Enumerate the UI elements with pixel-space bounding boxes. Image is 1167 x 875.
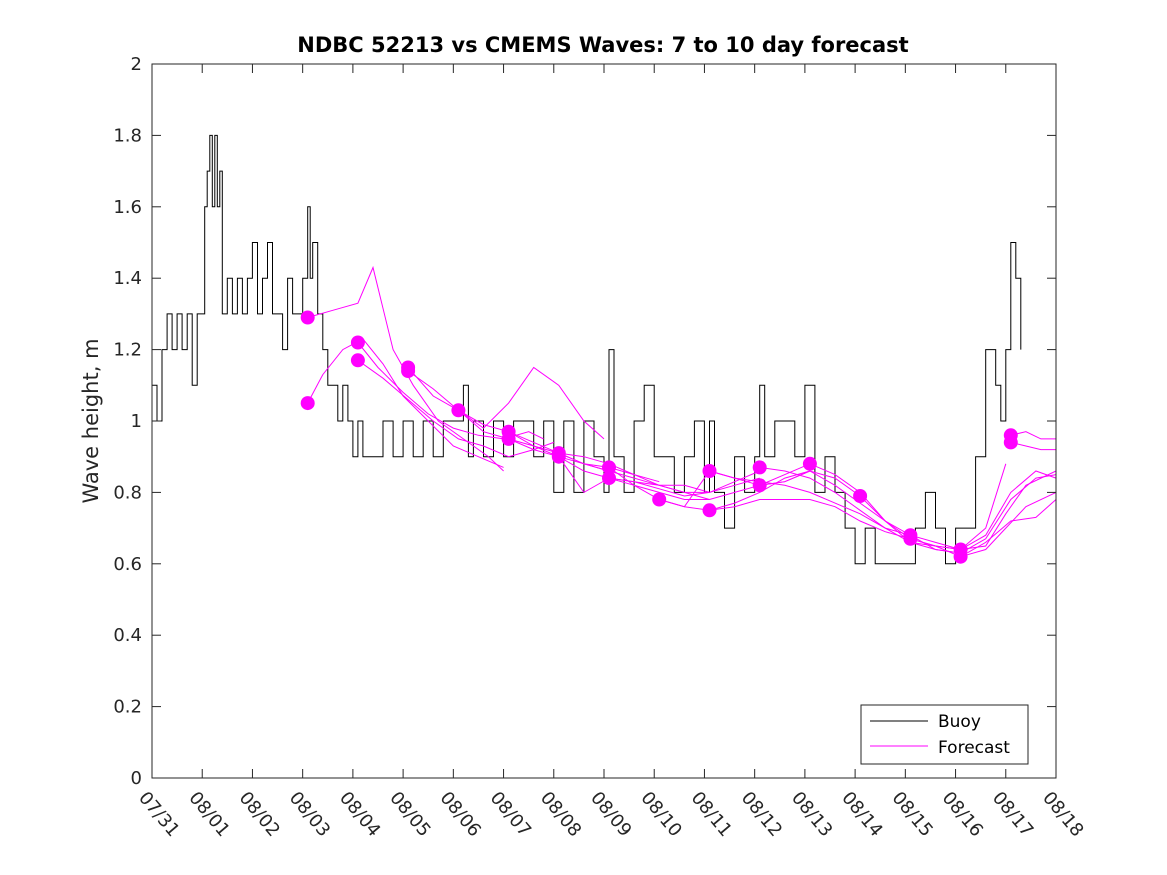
- forecast-run-line-24: [960, 491, 1057, 558]
- forecast-run-line-18: [759, 470, 961, 550]
- forecast-start-marker: [853, 489, 868, 503]
- series-layer: [152, 134, 1057, 565]
- forecast-run-line-15: [709, 470, 911, 536]
- forecast-start-marker: [953, 549, 968, 564]
- forecast-run-line-12: [608, 463, 811, 500]
- forecast-start-marker: [501, 431, 516, 446]
- y-tick-label: 1: [131, 411, 142, 432]
- chart-title: NDBC 52213 vs CMEMS Waves: 7 to 10 day f…: [297, 33, 908, 57]
- forecast-start-marker: [350, 335, 365, 350]
- forecast-start-marker: [702, 464, 717, 478]
- y-tick-label: 0.6: [113, 554, 142, 575]
- forecast-start-marker: [300, 310, 315, 325]
- y-tick-label: 0.8: [113, 482, 142, 503]
- y-tick-label: 1.2: [113, 340, 142, 361]
- forecast-run-line-23: [960, 470, 1057, 550]
- forecast-start-marker: [451, 403, 466, 418]
- forecast-start-marker: [903, 531, 918, 546]
- forecast-start-marker: [1003, 435, 1018, 450]
- forecast-run-line-17: [759, 466, 961, 554]
- y-tick-label: 1.8: [113, 125, 142, 146]
- forecast-start-marker: [401, 364, 416, 378]
- y-tick-label: 0.4: [113, 625, 142, 646]
- y-tick-label: 2: [131, 54, 142, 75]
- forecast-run-line-1: [307, 338, 504, 468]
- legend-box: [860, 704, 1029, 765]
- forecast-start-marker: [652, 492, 667, 507]
- forecast-start-marker: [752, 460, 767, 475]
- y-tick-label: 0: [131, 768, 142, 789]
- forecast-start-marker: [551, 449, 566, 464]
- y-axis-label: Wave height, m: [79, 338, 103, 503]
- forecast-run-line-22: [910, 499, 1057, 558]
- forecast-start-marker: [602, 460, 616, 475]
- forecast-run-line-26: [1010, 441, 1056, 451]
- forecast-start-marker: [602, 471, 616, 486]
- forecast-start-marker: [752, 478, 767, 493]
- legend-forecast-label: Forecast: [938, 738, 1010, 758]
- forecast-start-marker: [300, 396, 315, 411]
- y-tick-label: 1.6: [113, 197, 142, 218]
- forecast-run-line-10: [558, 452, 760, 493]
- forecast-run-line-3: [357, 342, 544, 440]
- forecast-run-line-4: [357, 359, 554, 458]
- forecast-run-line-25: [1010, 431, 1056, 440]
- legend: Buoy Forecast: [860, 704, 1029, 765]
- forecast-run-line-11: [558, 456, 760, 497]
- forecast-run-line-5: [407, 366, 605, 440]
- forecast-start-marker: [802, 456, 817, 471]
- legend-buoy-label: Buoy: [938, 712, 981, 732]
- forecast-run-line-16: [709, 499, 911, 540]
- forecast-start-marker: [702, 503, 717, 518]
- forecast-start-marker: [350, 353, 365, 368]
- forecast-run-line-21: [910, 474, 1057, 554]
- y-tick-label: 0.2: [113, 697, 142, 718]
- y-tick-label: 1.4: [113, 268, 142, 289]
